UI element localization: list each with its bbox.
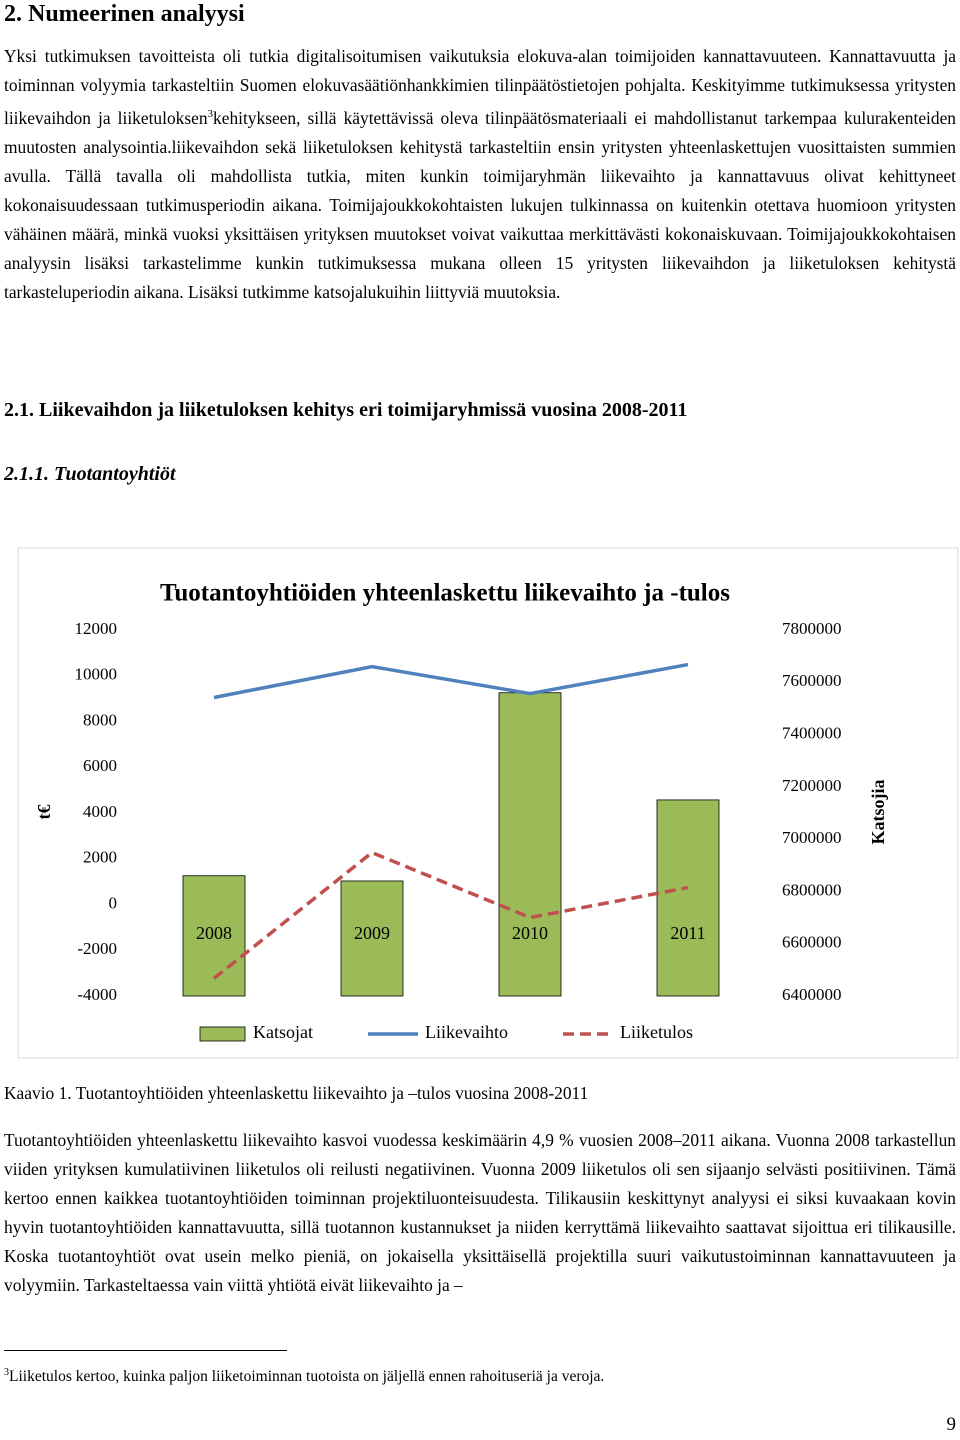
y2-tick-label: 7400000 (782, 723, 842, 742)
bar (656, 799, 720, 997)
y-tick-label: -4000 (77, 985, 117, 1004)
chart-frame (17, 547, 959, 1059)
legend-swatch (199, 1026, 246, 1042)
x-tick-label: 2010 (512, 923, 548, 943)
legend-label: Katsojat (253, 1022, 313, 1042)
caption: Kaavio 1. Tuotantoyhtiöiden yhteenlasket… (4, 1083, 589, 1103)
chart-title: Tuotantoyhtiöiden yhteenlaskettu liikeva… (160, 580, 730, 607)
y2-tick-label: 6800000 (782, 880, 842, 899)
bar (182, 875, 246, 997)
footnote-rule (4, 1350, 287, 1351)
y-tick-label: 2000 (83, 848, 117, 867)
bar (340, 880, 404, 997)
subheading: 2.1. Liikevaihdon ja liiketuloksen kehit… (4, 399, 688, 421)
subsubheading: 2.1.1. Tuotantoyhtiöt (4, 463, 176, 485)
paragraph: Yksi tutkimuksen tavoitteista oli tutkia… (4, 42, 956, 307)
y-tick-label: 0 (109, 893, 118, 912)
y-tick-label: 8000 (83, 710, 117, 729)
y2-tick-label: 7800000 (782, 619, 842, 638)
text: kehitykseen, sillä käytettävissä oleva t… (4, 107, 956, 302)
y2-tick-label: 7200000 (782, 776, 842, 795)
x-tick-label: 2008 (196, 923, 232, 943)
line (213, 662, 689, 700)
y-tick-label: 6000 (83, 756, 117, 775)
line (212, 850, 689, 980)
x-tick-label: 2011 (670, 923, 705, 943)
y2-axis-label: Katsojia (868, 780, 888, 845)
paragraph: Tuotantoyhtiöiden yhteenlaskettu liikeva… (4, 1130, 956, 1295)
legend-label: Liikevaihto (425, 1022, 508, 1042)
y2-tick-label: 6400000 (782, 985, 842, 1004)
legend-label: Liiketulos (620, 1022, 693, 1042)
chart: Tuotantoyhtiöiden yhteenlaskettu liikeva… (17, 547, 959, 1059)
footnote-text: Liiketulos kertoo, kuinka paljon liiketo… (9, 1368, 605, 1386)
page-number: 9 (946, 1414, 957, 1435)
y-tick-label: -2000 (77, 939, 117, 958)
y-tick-label: 10000 (75, 665, 118, 684)
y-tick-label: 12000 (75, 619, 118, 638)
text: Yksi tutkimuksen tavoitteista oli tutkia… (4, 46, 956, 128)
footnote: 3Liiketulos kertoo, kuinka paljon liiket… (4, 1360, 956, 1390)
y2-tick-label: 7600000 (782, 671, 842, 690)
footnote-number: 3 (4, 1367, 9, 1378)
heading: 2. Numeerinen analyysi (4, 1, 245, 27)
y2-tick-label: 6600000 (782, 933, 842, 952)
y2-tick-label: 7000000 (782, 828, 842, 847)
footnote-ref: 3 (207, 108, 214, 120)
bar (498, 692, 562, 997)
y-tick-label: 4000 (83, 802, 117, 821)
x-tick-label: 2009 (354, 923, 390, 943)
y-axis-label: t€ (34, 805, 54, 820)
